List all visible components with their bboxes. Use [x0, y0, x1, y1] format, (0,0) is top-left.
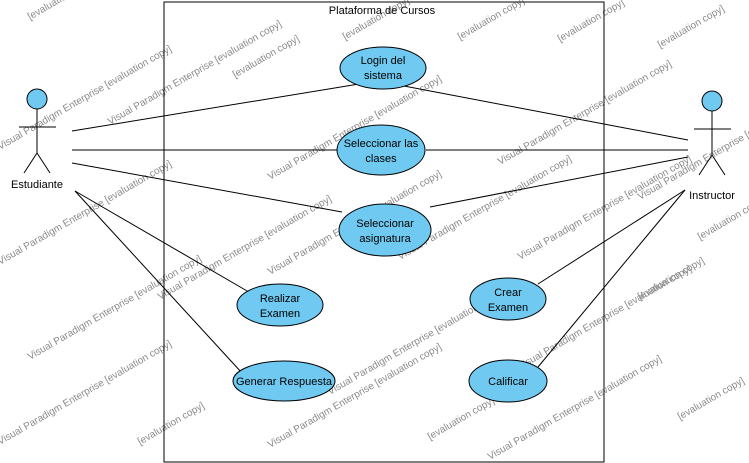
use-case-create-exam[interactable]: Crear Examen [469, 277, 547, 321]
association-line[interactable] [71, 162, 343, 213]
association-line[interactable] [74, 190, 255, 296]
use-case-label: sistema [364, 70, 403, 82]
watermark-text: [evaluation copy] [696, 195, 749, 242]
use-case-label: Examen [488, 302, 528, 314]
association-line[interactable] [403, 85, 689, 141]
association-line[interactable] [429, 156, 689, 208]
use-case-label: Login del [361, 55, 406, 67]
actor-student[interactable] [19, 88, 56, 174]
watermark-text: [evaluation copy] [456, 0, 527, 43]
watermark-text: [evaluation copy] [556, 0, 627, 45]
use-case-grade[interactable]: Calificar [468, 359, 548, 403]
watermark-text: [evaluation copy] [656, 3, 727, 50]
actor-instructor-label: Instructor [689, 190, 735, 202]
watermark-text: Visual Paradigm Enterprise [evaluation c… [0, 159, 174, 268]
use-case-label: Realizar [260, 293, 301, 305]
use-case-select-classes[interactable]: Seleccionar las clases [336, 124, 426, 176]
use-case-login[interactable]: Login del sistema [339, 46, 427, 90]
use-case-label: Calificar [488, 376, 528, 388]
association-line[interactable] [74, 190, 243, 374]
system-boundary[interactable] [163, 1, 605, 463]
use-case-label: Seleccionar [356, 218, 414, 230]
use-case-select-subject[interactable]: Seleccionar asignatura [338, 203, 432, 257]
associations [71, 83, 689, 374]
watermark-text: [evaluation copy] [676, 375, 747, 422]
actor-instructor[interactable] [694, 90, 731, 176]
association-line[interactable] [537, 189, 686, 285]
watermark-text: Visual Paradigm Enterprise [evaluation c… [496, 59, 674, 168]
watermark-text: [evaluation copy] [26, 0, 97, 23]
use-case-label: Crear [494, 287, 522, 299]
system-title: Plataforma de Cursos [329, 5, 436, 17]
use-case-label: Generar Respuesta [236, 376, 333, 388]
actor-head [701, 90, 723, 112]
use-case-label: Seleccionar las [344, 138, 419, 150]
use-case-label: asignatura [359, 233, 411, 245]
association-line[interactable] [537, 189, 686, 368]
use-case-take-exam[interactable]: Realizar Examen [236, 283, 324, 327]
use-case-label: Examen [260, 308, 300, 320]
use-case-generate-answer[interactable]: Generar Respuesta [232, 360, 336, 402]
actor-student-label: Estudiante [11, 179, 63, 191]
watermark-text: [evaluation copy] [136, 400, 207, 447]
association-line[interactable] [71, 83, 360, 132]
watermark-text: [evaluation copy] [636, 255, 707, 302]
watermark-text: Visual Paradigm Enterprise [evaluation c… [636, 94, 749, 203]
use-case-label: clases [365, 153, 397, 165]
actor-head [26, 88, 48, 110]
watermark-text: [evaluation copy] [426, 395, 497, 442]
watermark-text: Visual Paradigm Enterprise [evaluation c… [26, 254, 204, 363]
